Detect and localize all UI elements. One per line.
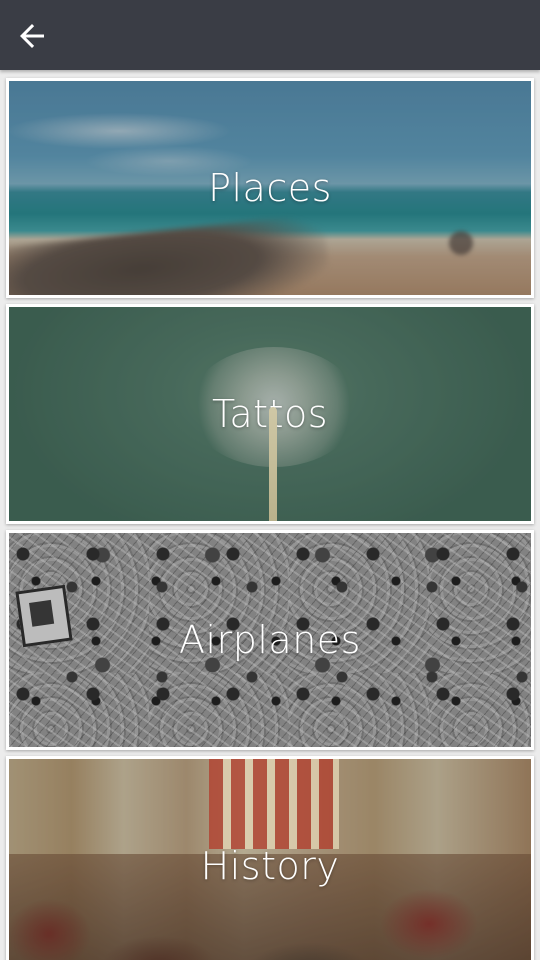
- category-label: Tattos: [211, 392, 329, 436]
- category-label: Places: [208, 166, 332, 210]
- back-button[interactable]: [8, 12, 56, 60]
- category-card-places[interactable]: Places: [6, 78, 534, 298]
- category-card-tattos[interactable]: Tattos: [6, 304, 534, 524]
- airplanes-image: Airplanes: [9, 533, 531, 747]
- app-bar: [0, 0, 540, 70]
- category-label: Airplanes: [179, 618, 361, 662]
- category-card-history[interactable]: History: [6, 756, 534, 960]
- category-label: History: [200, 844, 340, 888]
- tattos-image: Tattos: [9, 307, 531, 521]
- category-list: Places Tattos Airplanes History: [0, 70, 540, 960]
- places-image: Places: [9, 81, 531, 295]
- history-image: History: [9, 759, 531, 960]
- arrow-back-icon: [20, 24, 44, 48]
- category-card-airplanes[interactable]: Airplanes: [6, 530, 534, 750]
